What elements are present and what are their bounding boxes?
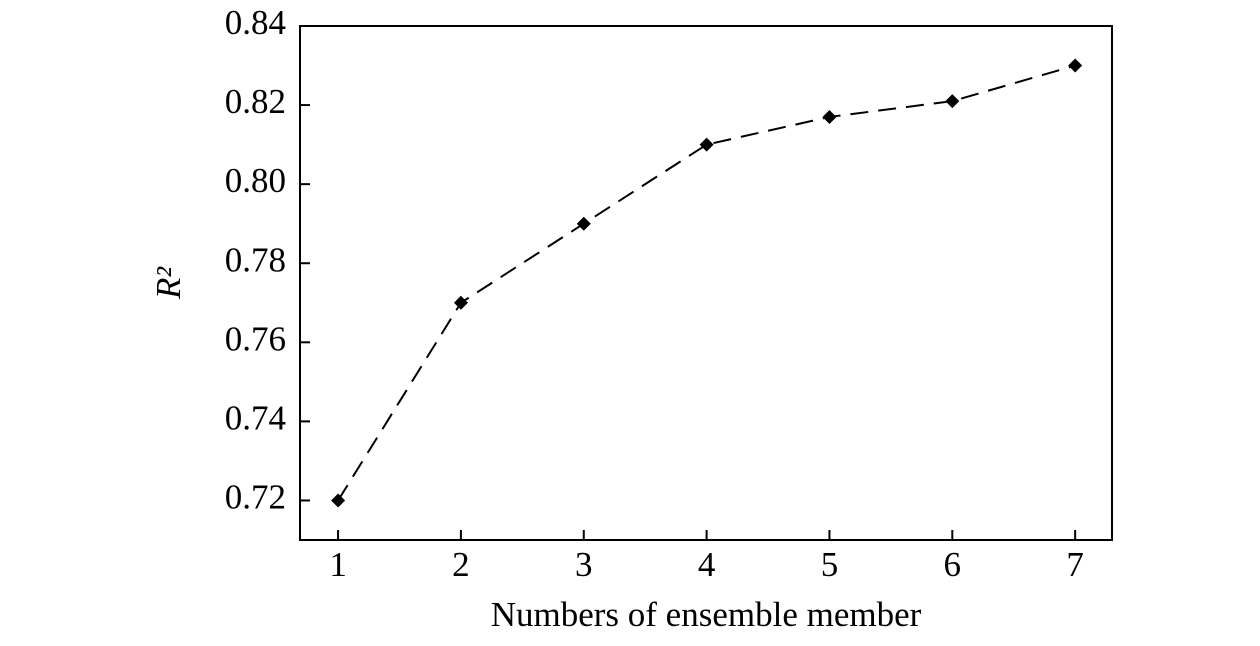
x-tick-label: 1 — [329, 545, 347, 584]
x-axis-label: Numbers of ensemble member — [491, 595, 922, 634]
x-tick-label: 6 — [944, 545, 962, 584]
y-tick-label: 0.72 — [225, 477, 286, 516]
marker — [699, 137, 714, 152]
marker — [331, 493, 346, 508]
y-tick-label: 0.74 — [225, 398, 286, 437]
marker — [453, 295, 468, 310]
y-axis-label: R² — [149, 267, 188, 300]
x-tick-label: 5 — [821, 545, 839, 584]
y-tick-label: 0.78 — [225, 240, 286, 279]
y-tick-label: 0.76 — [225, 319, 286, 358]
y-tick-label: 0.80 — [225, 161, 286, 200]
marker — [576, 216, 591, 231]
marker — [822, 109, 837, 124]
x-tick-label: 2 — [452, 545, 470, 584]
x-tick-label: 4 — [698, 545, 716, 584]
y-tick-label: 0.82 — [225, 82, 286, 121]
x-tick-label: 3 — [575, 545, 593, 584]
x-tick-label: 7 — [1066, 545, 1084, 584]
y-tick-label: 0.84 — [225, 3, 286, 42]
data-line — [337, 64, 1076, 501]
plot-frame — [299, 25, 1113, 541]
marker — [945, 94, 960, 109]
marker — [1068, 58, 1083, 73]
